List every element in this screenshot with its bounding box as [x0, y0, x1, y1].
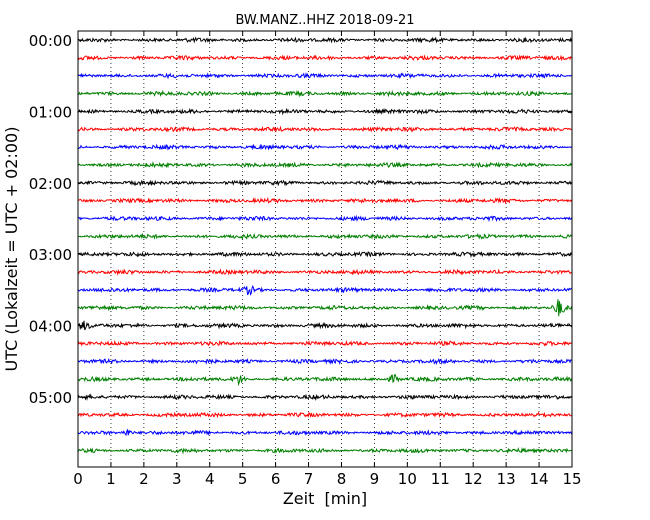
seismic-trace	[78, 196, 572, 205]
seismic-trace	[77, 214, 572, 223]
seismic-trace	[77, 320, 572, 331]
x-tick-label: 10	[398, 470, 417, 488]
y-tick-label: 04:00	[29, 318, 72, 336]
chart-title: BW.MANZ..HHZ 2018-09-21	[235, 13, 414, 28]
x-tick-label: 9	[370, 470, 380, 488]
grid-lines	[110, 31, 540, 467]
seismic-trace	[77, 428, 572, 437]
x-axis-label: Zeit [min]	[283, 489, 367, 508]
seismic-trace	[77, 36, 572, 44]
x-tick-label: 13	[497, 470, 516, 488]
x-tick-label: 15	[562, 470, 581, 488]
x-tick-label: 1	[106, 470, 116, 488]
x-tick-label: 7	[304, 470, 314, 488]
x-tick-label: 4	[205, 470, 215, 488]
seismic-trace	[77, 161, 572, 169]
x-tick-label: 5	[238, 470, 248, 488]
seismic-trace	[77, 373, 572, 387]
seismic-trace	[77, 232, 572, 240]
y-tick-label: 01:00	[29, 103, 72, 121]
x-tick-label: 12	[464, 470, 483, 488]
seismic-trace	[77, 268, 572, 277]
seismic-trace	[77, 284, 572, 296]
seismic-trace	[77, 446, 572, 455]
x-tick-label: 0	[73, 470, 83, 488]
x-tick-label: 14	[530, 470, 549, 488]
seismic-trace	[77, 251, 572, 258]
seismic-trace	[77, 411, 572, 419]
seismic-trace	[77, 179, 572, 187]
seismic-trace	[77, 339, 572, 347]
y-tick-label: 00:00	[29, 32, 72, 50]
x-tick-label: 2	[139, 470, 149, 488]
y-tick-label: 03:00	[29, 246, 72, 264]
seismic-trace	[77, 125, 572, 133]
x-tick-label: 11	[431, 470, 450, 488]
y-axis-label: UTC (Lokalzeit = UTC + 02:00)	[2, 127, 21, 372]
seismic-trace	[77, 107, 572, 116]
x-axis: 0 1 2 3 4 5 6 7 8 9 10 11 12 13 14 15	[73, 31, 582, 488]
x-tick-label: 8	[337, 470, 347, 488]
trace-group	[77, 36, 572, 455]
seismic-trace	[77, 393, 572, 401]
seismic-trace	[77, 54, 572, 62]
y-axis: 00:00 01:00 02:00 03:00 04:00 05:00	[29, 32, 572, 407]
plot-frame	[77, 30, 573, 468]
seismic-trace	[77, 72, 572, 80]
y-tick-label: 05:00	[29, 389, 72, 407]
seismic-trace	[77, 143, 572, 151]
seismic-trace	[77, 299, 572, 317]
y-tick-label: 02:00	[29, 175, 72, 193]
x-tick-label: 3	[172, 470, 182, 488]
seismic-trace	[77, 89, 572, 98]
x-tick-label: 6	[271, 470, 281, 488]
seismic-trace	[77, 357, 572, 366]
